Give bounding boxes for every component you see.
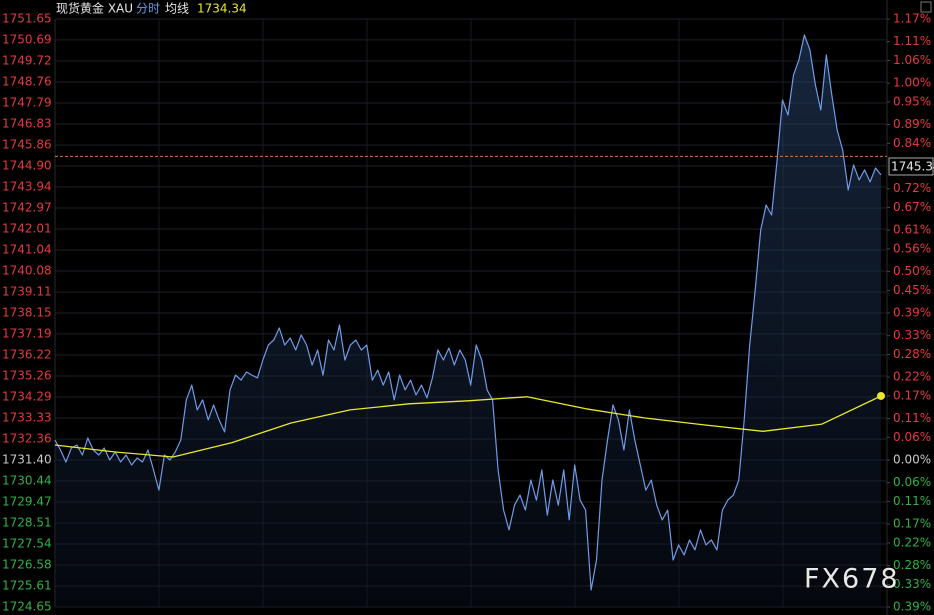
y-tick-label: 1731.40 [2,453,52,467]
last-price-box [888,157,934,176]
y2-tick-label: 0.72% [893,181,931,195]
y-tick-label: 1735.26 [2,368,52,382]
y2-tick-label: 0.28% [893,347,931,361]
y2-tick-label: 0.84% [893,136,931,150]
y2-tick-label: 0.06% [893,475,931,489]
y-tick-label: 1729.47 [2,495,52,509]
average-value: 1734.34 [197,2,247,16]
y2-tick-label: 0.67% [893,200,931,214]
y-tick-label: 1727.54 [2,537,52,551]
price-line [54,34,882,591]
y2-tick-label: 0.61% [893,223,931,237]
y-tick-label: 1739.11 [2,285,52,299]
y2-tick-label: 0.45% [893,283,931,297]
legend-entry: 分时 [136,2,160,16]
y2-tick-label: 0.22% [893,370,931,384]
y2-tick-label: 0.11% [893,411,931,425]
y2-tick-label: 0.50% [893,264,931,278]
average-line [54,395,882,458]
y-tick-label: 1749.72 [2,54,52,68]
y-tick-label: 1738.15 [2,306,52,320]
y2-tick-label: 1.06% [893,53,931,67]
y2-tick-label: 0.95% [893,94,931,108]
y2-tick-label: 0.22% [893,535,931,549]
y-tick-label: 1741.04 [2,243,52,257]
y-tick-label: 1751.65 [2,12,52,26]
y-tick-label: 1737.19 [2,326,52,340]
y2-tick-label: 0.39% [893,306,931,320]
y2-tick-label: 1.00% [893,76,931,90]
y-tick-label: 1742.01 [2,221,52,235]
chart-title: 现货黄金 XAU [56,1,133,16]
y-tick-label: 1736.22 [2,348,52,362]
corner-icon [920,1,932,13]
last-price-label: 1745.34 [891,160,934,174]
y-tick-label: 1747.79 [2,96,52,110]
y-tick-label: 1740.08 [2,263,52,277]
y-tick-label: 1750.69 [2,32,52,46]
y2-tick-label: 0.39% [893,600,931,614]
y2-tick-label: 1.11% [893,34,931,48]
y-tick-label: 1734.29 [2,390,52,404]
y2-tick-label: 0.56% [893,241,931,255]
y2-tick-label: 0.17% [893,388,931,402]
average-end-dot [877,391,885,400]
y-tick-label: 1746.83 [2,116,52,130]
y2-tick-label: 0.11% [893,494,931,508]
y-tick-label: 1742.97 [2,201,52,215]
y-tick-label: 1744.90 [2,159,52,173]
y-tick-label: 1725.61 [2,579,52,593]
y-tick-label: 1728.51 [2,515,52,529]
y-tick-label: 1743.94 [2,179,52,193]
y-tick-label: 1726.58 [2,557,52,571]
y-tick-label: 1745.86 [2,138,52,152]
y2-tick-label: 0.89% [893,117,931,131]
plot [54,34,887,607]
y-tick-label: 1730.44 [2,473,52,487]
y-tick-label: 1733.33 [2,410,52,424]
y-tick-label: 1732.36 [2,432,52,446]
watermark: FX678 [804,564,900,595]
price-area [55,34,881,607]
y2-tick-label: 0.28% [893,558,931,572]
labels: 1751.65 1750.69 1749.72 1748.76 1747.79 1746.… [2,12,934,614]
legend-entry: 均线 [165,2,189,16]
y2-tick-label: 0.33% [893,577,931,591]
y2-tick-label: 0.17% [893,517,931,531]
y2-tick-label: 0.00% [893,453,931,467]
y2-tick-label: 0.06% [893,430,931,444]
y2-tick-label: 0.33% [893,328,931,342]
y-tick-label: 1724.65 [2,600,52,614]
y2-tick-label: 1.17% [893,12,931,26]
y-tick-label: 1748.76 [2,74,52,88]
